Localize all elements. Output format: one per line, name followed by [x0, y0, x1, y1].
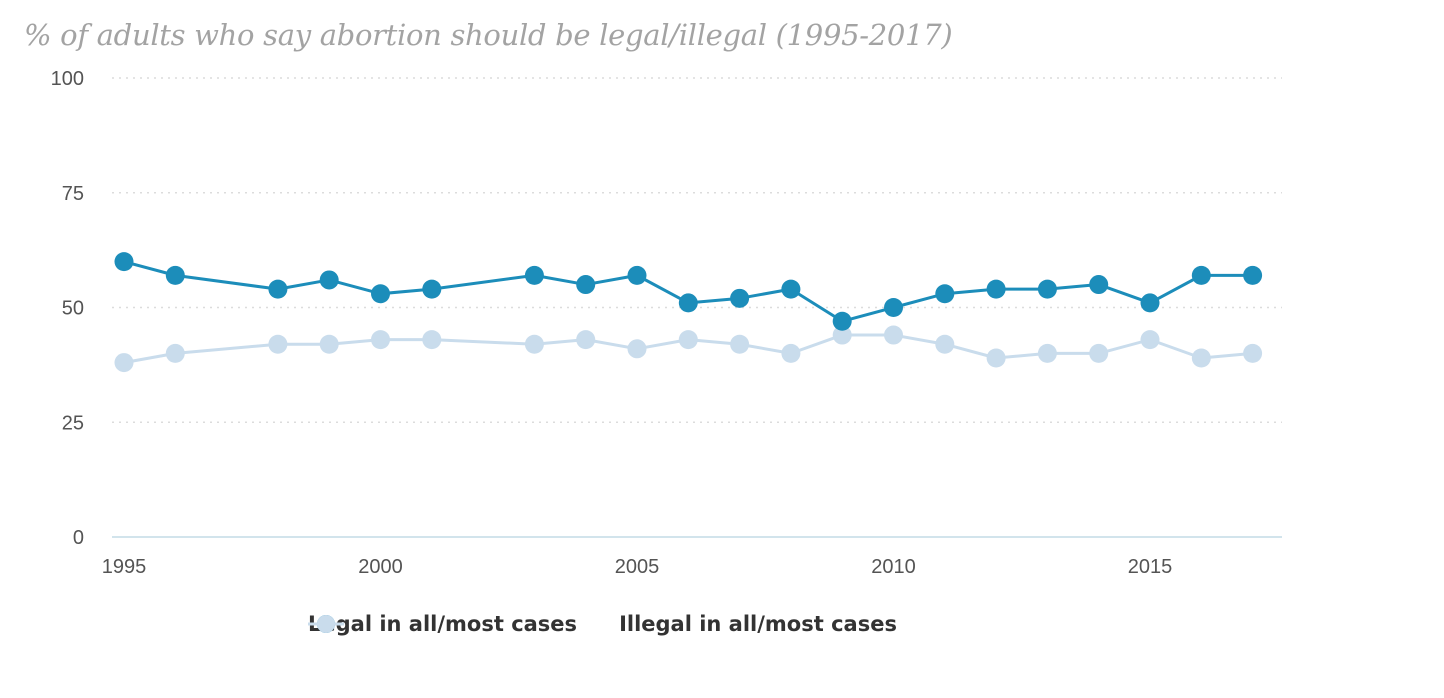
- data-point-0-2010[interactable]: [884, 298, 904, 317]
- data-point-0-2013[interactable]: [1037, 279, 1057, 299]
- data-point-0-1995[interactable]: [114, 252, 134, 272]
- data-point-1-2000[interactable]: [371, 330, 391, 350]
- data-point-1-2011[interactable]: [935, 334, 955, 354]
- gridlines: [112, 77, 1282, 423]
- data-point-1-2004[interactable]: [576, 330, 596, 350]
- data-point-0-1998[interactable]: [268, 279, 288, 299]
- series-group: [114, 252, 1263, 373]
- data-point-0-2004[interactable]: [576, 275, 596, 295]
- legend: Legal in all/most cases Illegal in all/m…: [308, 612, 939, 636]
- legend-item-illegal[interactable]: Illegal in all/most cases: [308, 612, 897, 636]
- series-1: [114, 325, 1263, 373]
- data-point-1-2007[interactable]: [730, 334, 750, 354]
- data-point-0-2001[interactable]: [422, 279, 442, 299]
- data-point-0-2003[interactable]: [524, 265, 544, 285]
- x-tick-label-2005: 2005: [615, 556, 660, 578]
- data-point-1-1995[interactable]: [114, 353, 134, 373]
- data-point-1-2009[interactable]: [832, 325, 852, 345]
- data-point-1-2001[interactable]: [422, 330, 442, 350]
- x-tick-label-2010: 2010: [871, 556, 916, 578]
- data-point-0-2011[interactable]: [935, 284, 955, 304]
- y-tick-label-100: 100: [51, 68, 84, 90]
- x-axis-ticks: 1995 2000 2005 2010 2015: [102, 556, 1173, 578]
- data-point-0-2008[interactable]: [781, 279, 801, 299]
- data-point-1-2017[interactable]: [1243, 343, 1263, 363]
- data-point-0-2015[interactable]: [1140, 293, 1160, 313]
- data-point-1-1999[interactable]: [319, 334, 339, 354]
- y-tick-label-50: 50: [62, 298, 84, 320]
- data-point-1-2008[interactable]: [781, 343, 801, 363]
- data-point-1-2012[interactable]: [986, 348, 1006, 368]
- data-point-0-2014[interactable]: [1089, 275, 1109, 295]
- data-point-0-2007[interactable]: [730, 288, 750, 308]
- legend-marker-illegal-icon: [308, 615, 344, 633]
- data-point-1-2013[interactable]: [1037, 343, 1057, 363]
- data-point-1-2016[interactable]: [1191, 348, 1211, 368]
- data-point-0-2006[interactable]: [678, 293, 698, 313]
- x-tick-label-2015: 2015: [1128, 556, 1173, 578]
- x-tick-label-1995: 1995: [102, 556, 147, 578]
- data-point-1-2006[interactable]: [678, 330, 698, 350]
- y-tick-label-75: 75: [62, 183, 84, 205]
- data-point-1-1996[interactable]: [165, 343, 185, 363]
- y-axis-ticks: 0 25 50 75 100: [51, 68, 84, 549]
- data-point-0-2016[interactable]: [1191, 265, 1211, 285]
- legend-item-legal[interactable]: Legal in all/most cases: [308, 612, 577, 636]
- legend-label-legal: Legal in all/most cases: [308, 612, 578, 636]
- data-point-0-2000[interactable]: [371, 284, 391, 304]
- data-point-0-2005[interactable]: [627, 265, 647, 285]
- series-0: [114, 252, 1263, 331]
- data-point-1-2014[interactable]: [1089, 343, 1109, 363]
- data-point-0-2012[interactable]: [986, 279, 1006, 299]
- data-point-1-2010[interactable]: [884, 325, 904, 345]
- data-point-1-2005[interactable]: [627, 339, 647, 359]
- legend-label-illegal: Illegal in all/most cases: [619, 612, 897, 636]
- x-tick-label-2000: 2000: [358, 556, 403, 578]
- data-point-1-2015[interactable]: [1140, 330, 1160, 350]
- data-point-0-1999[interactable]: [319, 270, 339, 290]
- data-point-0-2009[interactable]: [832, 311, 852, 331]
- chart-title: % of adults who say abortion should be l…: [24, 18, 953, 52]
- data-point-1-1998[interactable]: [268, 334, 288, 354]
- y-tick-label-25: 25: [62, 412, 84, 434]
- data-point-0-1996[interactable]: [165, 265, 185, 285]
- y-tick-label-0: 0: [73, 527, 84, 549]
- data-point-1-2003[interactable]: [524, 334, 544, 354]
- data-point-0-2017[interactable]: [1243, 265, 1263, 285]
